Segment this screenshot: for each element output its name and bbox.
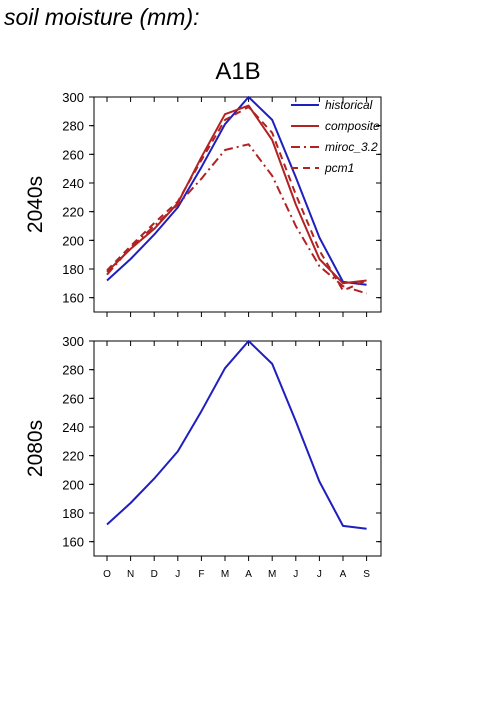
y-tick-label: 240 bbox=[62, 176, 84, 191]
x-tick-label: F bbox=[198, 569, 204, 580]
y-tick-label: 240 bbox=[62, 420, 84, 435]
figure-title: soil moisture (mm): bbox=[4, 4, 200, 30]
y-tick-label: 220 bbox=[62, 449, 84, 464]
y-tick-label: 300 bbox=[62, 90, 84, 105]
x-tick-label: A bbox=[245, 569, 252, 580]
scenario-title: A1B bbox=[215, 58, 261, 85]
x-tick-label: N bbox=[127, 569, 134, 580]
series-line-panel2 bbox=[106, 340, 367, 530]
y-tick-label: 220 bbox=[62, 205, 84, 220]
y-tick-label: 160 bbox=[62, 291, 84, 306]
x-tick-label: J bbox=[317, 569, 322, 580]
y-tick-label: 300 bbox=[62, 334, 84, 349]
y-tick-label: 200 bbox=[62, 477, 84, 492]
y-tick-label: 280 bbox=[62, 363, 84, 378]
row-label-2040s: 2040s bbox=[24, 176, 47, 233]
x-tick-label: M bbox=[221, 569, 229, 580]
x-tick-label: S bbox=[363, 569, 370, 580]
x-tick-label: J bbox=[293, 569, 298, 580]
y-tick-label: 200 bbox=[62, 233, 84, 248]
x-tick-label: D bbox=[151, 569, 158, 580]
legend-label: pcm1 bbox=[324, 161, 354, 175]
legend-label: historical bbox=[325, 98, 373, 112]
legend-label: miroc_3.2 bbox=[325, 140, 378, 154]
y-tick-label: 260 bbox=[62, 391, 84, 406]
y-tick-label: 180 bbox=[62, 506, 84, 521]
x-tick-label: M bbox=[268, 569, 276, 580]
y-tick-label: 180 bbox=[62, 262, 84, 277]
y-tick-label: 280 bbox=[62, 119, 84, 134]
x-tick-label: O bbox=[103, 569, 111, 580]
panel-1-frame bbox=[93, 96, 382, 313]
x-tick-label: A bbox=[340, 569, 347, 580]
panel-2-frame bbox=[93, 340, 382, 557]
y-tick-label: 160 bbox=[62, 535, 84, 550]
y-tick-label: 260 bbox=[62, 147, 84, 162]
series-line-composite bbox=[106, 104, 367, 285]
series-line-miroc-3-2 bbox=[106, 143, 367, 295]
x-tick-label: J bbox=[175, 569, 180, 580]
row-label-2080s: 2080s bbox=[24, 420, 47, 477]
legend-label: composite bbox=[325, 119, 380, 133]
series-line-pcm1 bbox=[106, 106, 367, 292]
